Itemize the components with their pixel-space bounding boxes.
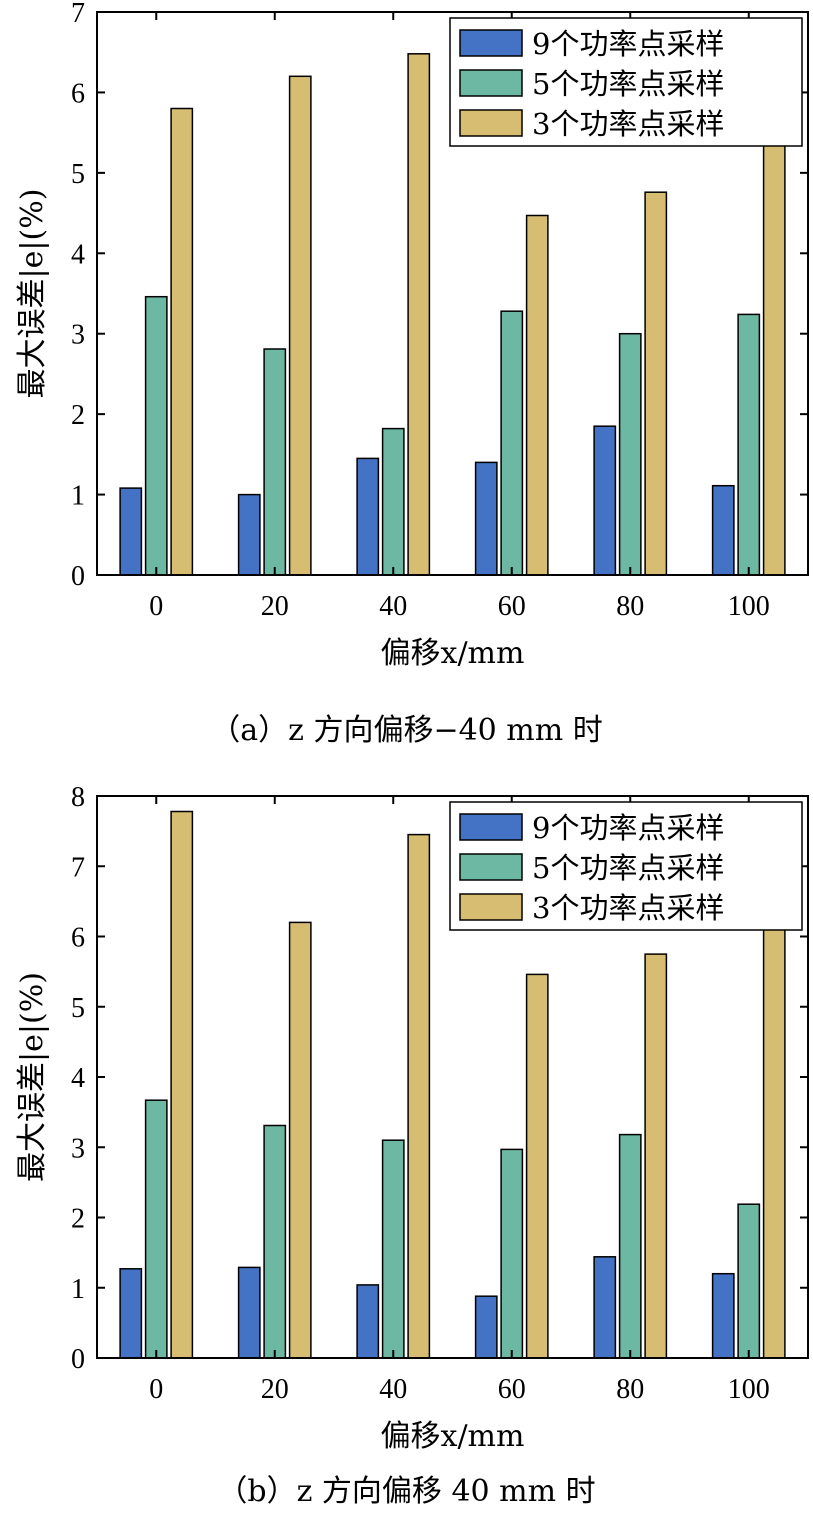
y-tick-label: 0 xyxy=(71,1344,85,1375)
chart-panel-a: 0 1 2 3 4 5 6 7 0 20 40 60 80 100 偏移x/mm 最大误差|e|(%) 9个功率… xyxy=(15,0,809,748)
x-tick-label: 0 xyxy=(149,591,163,622)
legend-swatch xyxy=(459,893,523,921)
y-tick-label: 2 xyxy=(71,1204,85,1235)
y-tick-label: 4 xyxy=(71,1063,85,1094)
y-axis-title: 最大误差|e|(%) xyxy=(15,189,50,399)
bar xyxy=(356,1284,380,1359)
bar xyxy=(144,1099,168,1359)
bar xyxy=(737,313,761,576)
legend-label: 9个功率点采样 xyxy=(532,811,724,845)
y-tick-label: 3 xyxy=(71,320,85,351)
x-tick-label: 100 xyxy=(728,591,770,622)
plot-frame xyxy=(96,11,809,576)
bar xyxy=(119,1268,143,1359)
bar xyxy=(474,1295,498,1359)
bar xyxy=(525,973,549,1359)
y-tick-label: 4 xyxy=(71,239,85,270)
x-tick-label: 80 xyxy=(616,1374,644,1405)
chart-caption-a: （a）z 方向偏移−40 mm 时 xyxy=(210,713,603,748)
y-tick-label: 8 xyxy=(71,782,85,813)
bar xyxy=(144,295,168,576)
x-tick-label: 100 xyxy=(728,1374,770,1405)
y-tick-label: 0 xyxy=(71,561,85,592)
bar xyxy=(474,461,498,576)
y-tick-label: 7 xyxy=(71,852,85,883)
bar xyxy=(407,833,431,1359)
x-tick-label: 40 xyxy=(379,591,407,622)
bar xyxy=(263,1124,287,1359)
legend: 9个功率点采样 5个功率点采样 3个功率点采样 xyxy=(449,801,803,931)
y-tick-label: 1 xyxy=(71,1274,85,1305)
bar xyxy=(119,487,143,576)
chart-panel-b: 0 1 2 3 4 5 6 7 8 0 20 40 60 80 100 偏移x/mm 最大误差|e|(%) 9个功… xyxy=(0,760,813,1518)
bar xyxy=(711,1272,735,1359)
x-tick-label: 20 xyxy=(261,591,289,622)
x-tick-label: 0 xyxy=(149,1374,163,1405)
bar xyxy=(644,191,668,576)
y-tick-label: 3 xyxy=(71,1133,85,1164)
bar xyxy=(356,457,380,576)
y-tick-label: 5 xyxy=(71,993,85,1024)
legend-swatch xyxy=(459,69,523,97)
bar-chart-a: 0 1 2 3 4 5 6 7 0 20 40 60 80 100 偏移x/mm 最大误差|e|(%) 9个功率… xyxy=(15,0,809,671)
x-tick-label: 20 xyxy=(261,1374,289,1405)
legend-label: 3个功率点采样 xyxy=(532,891,724,925)
legend-swatch xyxy=(459,29,523,57)
x-tick-label: 60 xyxy=(498,591,526,622)
bar xyxy=(237,493,261,576)
bar xyxy=(593,425,617,576)
x-axis-title: 偏移x/mm xyxy=(381,1419,525,1454)
legend-label: 9个功率点采样 xyxy=(532,27,724,61)
legend: 9个功率点采样 5个功率点采样 3个功率点采样 xyxy=(449,17,803,147)
bar xyxy=(381,427,405,576)
bar xyxy=(762,75,786,576)
bar xyxy=(407,53,431,576)
legend-swatch xyxy=(459,813,523,841)
bar xyxy=(500,1148,524,1359)
y-tick-label: 7 xyxy=(71,0,85,29)
legend-swatch xyxy=(459,853,523,881)
y-tick-label: 6 xyxy=(71,78,85,109)
bar xyxy=(593,1256,617,1359)
chart-caption-b: （b）z 方向偏移 40 mm 时 xyxy=(217,1474,596,1509)
bar xyxy=(711,484,735,576)
bar xyxy=(737,1203,761,1359)
x-axis-title: 偏移x/mm xyxy=(381,636,525,671)
x-tick-label: 40 xyxy=(379,1374,407,1405)
legend-label: 5个功率点采样 xyxy=(532,851,724,885)
bar xyxy=(170,107,194,576)
bar xyxy=(170,810,194,1359)
legend-swatch xyxy=(459,109,523,137)
bar xyxy=(288,75,312,576)
bar xyxy=(381,1139,405,1359)
y-tick-label: 5 xyxy=(71,159,85,190)
bars-group xyxy=(119,810,786,1359)
bar xyxy=(288,921,312,1359)
y-tick-label: 6 xyxy=(71,923,85,954)
y-tick-label: 2 xyxy=(71,400,85,431)
y-axis-title: 最大误差|e|(%) xyxy=(15,972,50,1182)
x-tick-label: 80 xyxy=(616,591,644,622)
bar xyxy=(618,332,642,576)
bar xyxy=(644,953,668,1359)
bar xyxy=(618,1133,642,1359)
bar xyxy=(237,1266,261,1359)
legend-label: 5个功率点采样 xyxy=(532,67,724,101)
bar xyxy=(525,214,549,576)
x-tick-label: 60 xyxy=(498,1374,526,1405)
bar xyxy=(500,310,524,576)
legend-label: 3个功率点采样 xyxy=(532,107,724,141)
y-tick-label: 1 xyxy=(71,481,85,512)
bar xyxy=(263,348,287,576)
